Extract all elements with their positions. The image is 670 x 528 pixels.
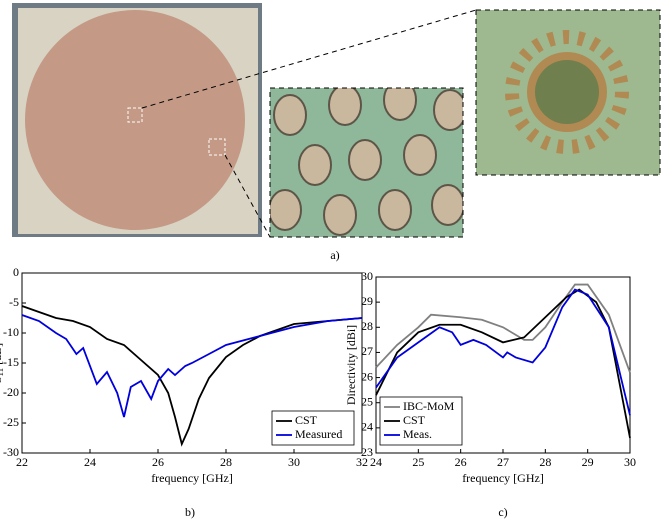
y-tick-label: 23 <box>361 445 373 459</box>
y-tick-label: 29 <box>361 294 373 308</box>
legend-label: CST <box>403 413 426 427</box>
x-tick-label: 25 <box>412 455 424 469</box>
legend-label: IBC-MoM <box>403 399 455 413</box>
legend-label: CST <box>295 413 318 427</box>
y-tick-label: -15 <box>3 355 19 369</box>
y-tick-label: 26 <box>361 369 373 383</box>
line <box>375 283 631 373</box>
y-tick-label: 30 <box>361 269 373 283</box>
photo-cells <box>270 88 463 237</box>
legend-box <box>271 410 355 446</box>
line <box>21 314 363 418</box>
panel-label: c) <box>498 505 507 519</box>
y-tick-label: 28 <box>361 319 373 333</box>
x-tick-label: 32 <box>356 455 368 469</box>
y-tick-label: 25 <box>361 394 373 408</box>
x-axis-label: frequency [GHz] <box>151 471 233 485</box>
y-axis-label-part: [dB] <box>0 343 4 368</box>
line <box>375 288 631 439</box>
x-tick-label: 28 <box>220 455 232 469</box>
y-tick-label: 27 <box>361 344 373 358</box>
inset-frame <box>475 9 661 176</box>
panel-label: a) <box>330 248 339 262</box>
x-tick-label: 22 <box>16 455 28 469</box>
legend-label: Meas. <box>403 427 432 441</box>
y-axis-label: S11 [dB] <box>0 343 5 383</box>
x-tick-label: 26 <box>152 455 164 469</box>
line <box>375 288 631 416</box>
x-tick-label: 24 <box>84 455 96 469</box>
zoom-line <box>141 9 477 109</box>
y-tick-label: 0 <box>13 265 19 279</box>
y-tick-label: -25 <box>3 415 19 429</box>
x-tick-label: 27 <box>497 455 509 469</box>
y-tick-label: 24 <box>361 420 373 434</box>
x-tick-label: 28 <box>539 455 551 469</box>
y-tick-label: -10 <box>3 325 19 339</box>
y-axis-label: Directivity [dBi] <box>344 325 358 405</box>
x-tick-label: 30 <box>288 455 300 469</box>
zoom-line <box>224 154 271 238</box>
y-axis-label-part: 11 <box>0 368 5 377</box>
y-tick-label: -5 <box>9 295 19 309</box>
y-tick-label: -20 <box>3 385 19 399</box>
photo-antenna <box>12 3 262 237</box>
x-axis-label: frequency [GHz] <box>462 471 544 485</box>
y-axis-label-part: S <box>0 376 4 383</box>
panel-label: b) <box>185 505 195 519</box>
legend-label: Measured <box>295 427 342 441</box>
y-axis-label-part: Directivity [dBi] <box>344 325 358 405</box>
x-tick-label: 30 <box>624 455 636 469</box>
y-tick-label: -30 <box>3 445 19 459</box>
x-tick-label: 24 <box>370 455 382 469</box>
x-tick-label: 29 <box>582 455 594 469</box>
x-tick-label: 26 <box>455 455 467 469</box>
photo-feed <box>476 10 660 175</box>
